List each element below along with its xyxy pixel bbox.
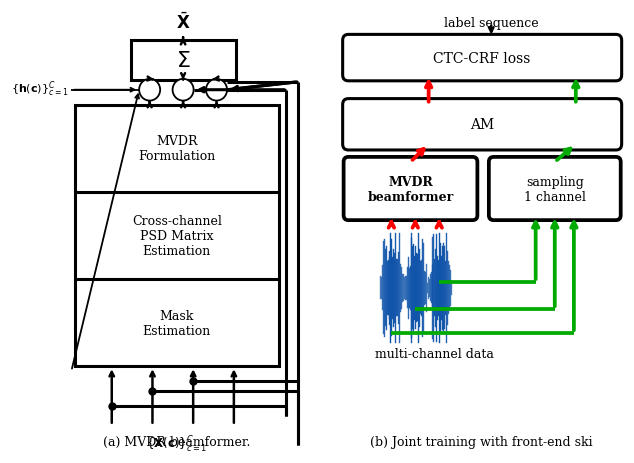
Text: $\Sigma$: $\Sigma$ — [176, 50, 190, 72]
Circle shape — [172, 80, 193, 101]
Text: $\{\mathbf{h}(\mathbf{c})\}_{c=1}^{C}$: $\{\mathbf{h}(\mathbf{c})\}_{c=1}^{C}$ — [11, 79, 68, 98]
Text: $\otimes$: $\otimes$ — [210, 83, 223, 98]
Text: CTC-CRF loss: CTC-CRF loss — [434, 51, 531, 65]
FancyBboxPatch shape — [342, 35, 622, 81]
Text: sampling
1 channel: sampling 1 channel — [524, 175, 586, 203]
Text: $\otimes$: $\otimes$ — [177, 83, 190, 98]
Text: $\bar{\mathbf{X}}$: $\bar{\mathbf{X}}$ — [176, 13, 190, 33]
Text: MVDR
beamformer: MVDR beamformer — [367, 175, 453, 203]
Text: (b) Joint training with front-end ski: (b) Joint training with front-end ski — [370, 435, 593, 448]
FancyBboxPatch shape — [489, 157, 621, 221]
FancyBboxPatch shape — [342, 100, 622, 150]
Text: AM: AM — [470, 118, 495, 132]
Text: $\{\mathbf{X}(\mathbf{c})\}_{c=1}^{C}$: $\{\mathbf{X}(\mathbf{c})\}_{c=1}^{C}$ — [146, 434, 207, 454]
Text: label sequence: label sequence — [444, 17, 538, 30]
Text: MVDR
Formulation: MVDR Formulation — [138, 135, 216, 163]
Text: $\otimes$: $\otimes$ — [143, 83, 156, 98]
Text: Cross-channel
PSD Matrix
Estimation: Cross-channel PSD Matrix Estimation — [132, 214, 222, 257]
Text: multi-channel data: multi-channel data — [375, 347, 494, 360]
Circle shape — [139, 80, 160, 101]
Text: Mask
Estimation: Mask Estimation — [143, 309, 211, 337]
Circle shape — [206, 80, 227, 101]
Text: (a) MVDR beamformer.: (a) MVDR beamformer. — [103, 435, 250, 448]
FancyBboxPatch shape — [131, 41, 236, 81]
FancyBboxPatch shape — [344, 157, 477, 221]
FancyBboxPatch shape — [75, 105, 278, 367]
